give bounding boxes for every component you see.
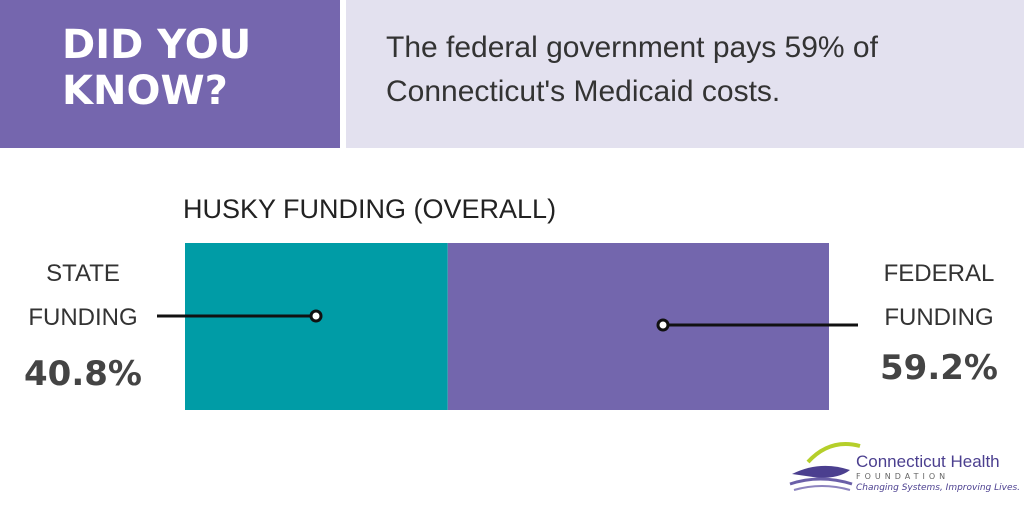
legend-label: FEDERAL FUNDING <box>883 260 995 331</box>
badge-text: DID YOU KNOW? <box>62 22 252 114</box>
logo-name: Connecticut Health <box>856 452 1000 471</box>
statement-box: The federal government pays 59% of Conne… <box>346 0 1024 148</box>
chart-title: HUSKY FUNDING (OVERALL) <box>183 194 557 224</box>
logo-tagline: Changing Systems, Improving Lives. <box>856 483 1021 493</box>
value-label: 40.8% <box>24 354 142 394</box>
value-label: 59.2% <box>880 348 998 388</box>
logo-mark <box>789 442 861 491</box>
legend-label: STATE FUNDING <box>28 260 138 331</box>
connector-dot <box>656 318 670 332</box>
logo-sub: FOUNDATION <box>856 472 950 481</box>
bar-segment <box>185 243 448 410</box>
connector-dot <box>309 309 323 323</box>
badge: DID YOU KNOW? <box>0 0 340 148</box>
statement: The federal government pays 59% of Conne… <box>386 31 878 108</box>
